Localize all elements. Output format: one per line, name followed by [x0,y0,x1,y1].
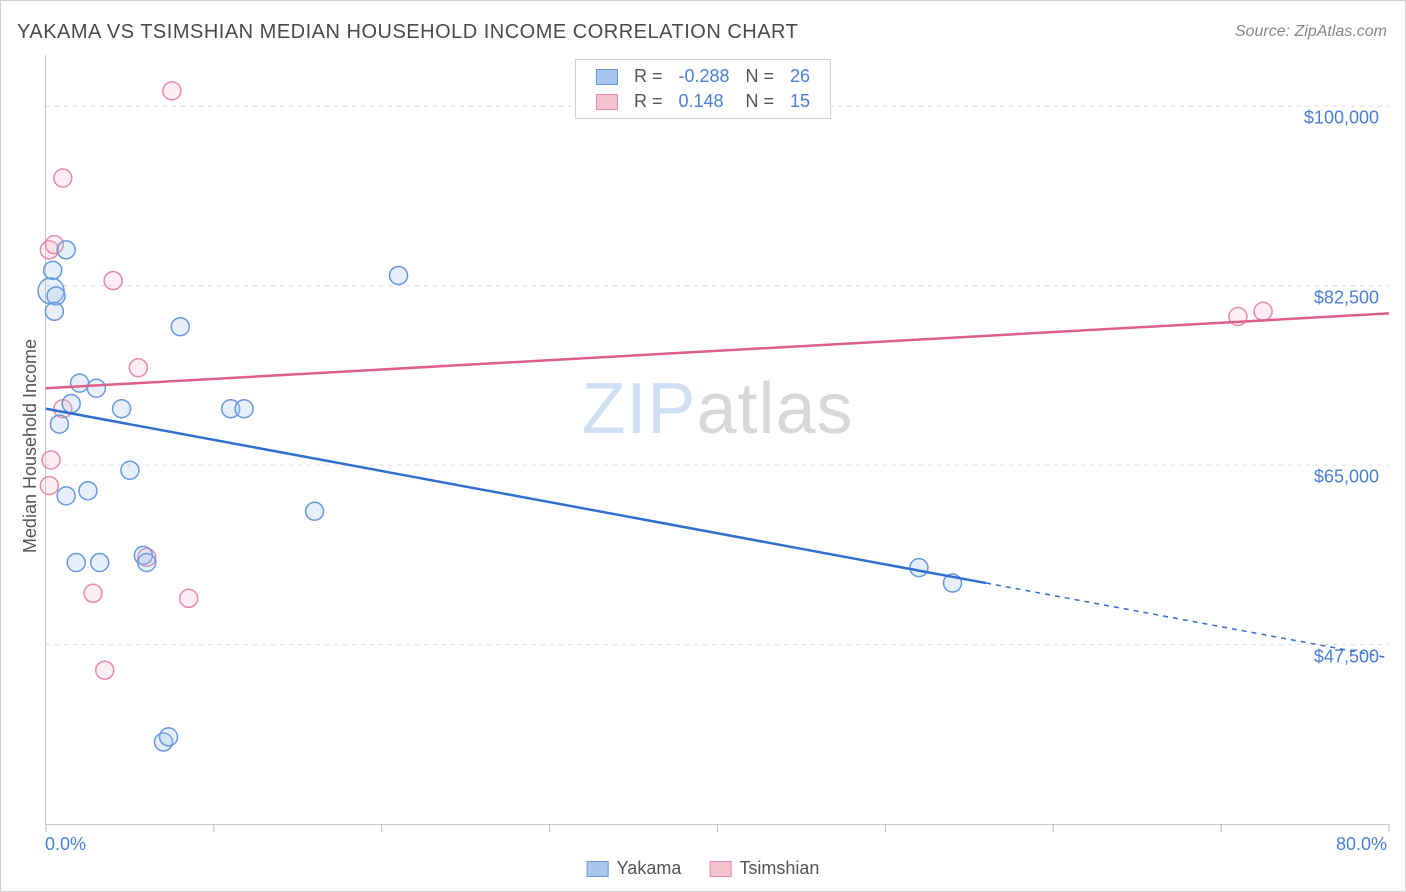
y-axis-title: Median Household Income [20,339,41,553]
source-label: Source: ZipAtlas.com [1235,23,1387,41]
swatch-tsimshian [596,94,618,110]
r-value-tsimshian: 0.148 [670,89,737,114]
y-tick-label: $47,500 [1314,646,1379,667]
r-label: R = [626,89,671,114]
n-label: N = [738,64,783,89]
y-tick-label: $100,000 [1304,108,1379,129]
legend-row-yakama: R = -0.288 N = 26 [588,64,818,89]
n-value-tsimshian: 15 [782,89,818,114]
chart-container: YAKAMA VS TSIMSHIAN MEDIAN HOUSEHOLD INC… [0,0,1406,892]
plot-area: ZIPatlas $47,500$65,000$82,500$100,000 [45,55,1389,825]
y-tick-label: $65,000 [1314,467,1379,488]
correlation-legend: R = -0.288 N = 26 R = 0.148 N = 15 [575,59,831,119]
y-tick-label: $82,500 [1314,287,1379,308]
plot-svg [46,55,1389,824]
r-label: R = [626,64,671,89]
chart-title: YAKAMA VS TSIMSHIAN MEDIAN HOUSEHOLD INC… [17,21,798,44]
n-value-yakama: 26 [782,64,818,89]
legend-item-tsimshian: Tsimshian [709,858,819,879]
swatch-yakama [596,69,618,85]
legend-row-tsimshian: R = 0.148 N = 15 [588,89,818,114]
legend-label-yakama: Yakama [617,858,682,879]
swatch-yakama-icon [587,861,609,877]
legend-item-yakama: Yakama [587,858,682,879]
r-value-yakama: -0.288 [670,64,737,89]
series-legend: Yakama Tsimshian [587,858,820,879]
legend-label-tsimshian: Tsimshian [739,858,819,879]
x-axis-end-label: 80.0% [1336,834,1387,855]
swatch-tsimshian-icon [709,861,731,877]
n-label: N = [738,89,783,114]
x-axis-start-label: 0.0% [45,834,86,855]
